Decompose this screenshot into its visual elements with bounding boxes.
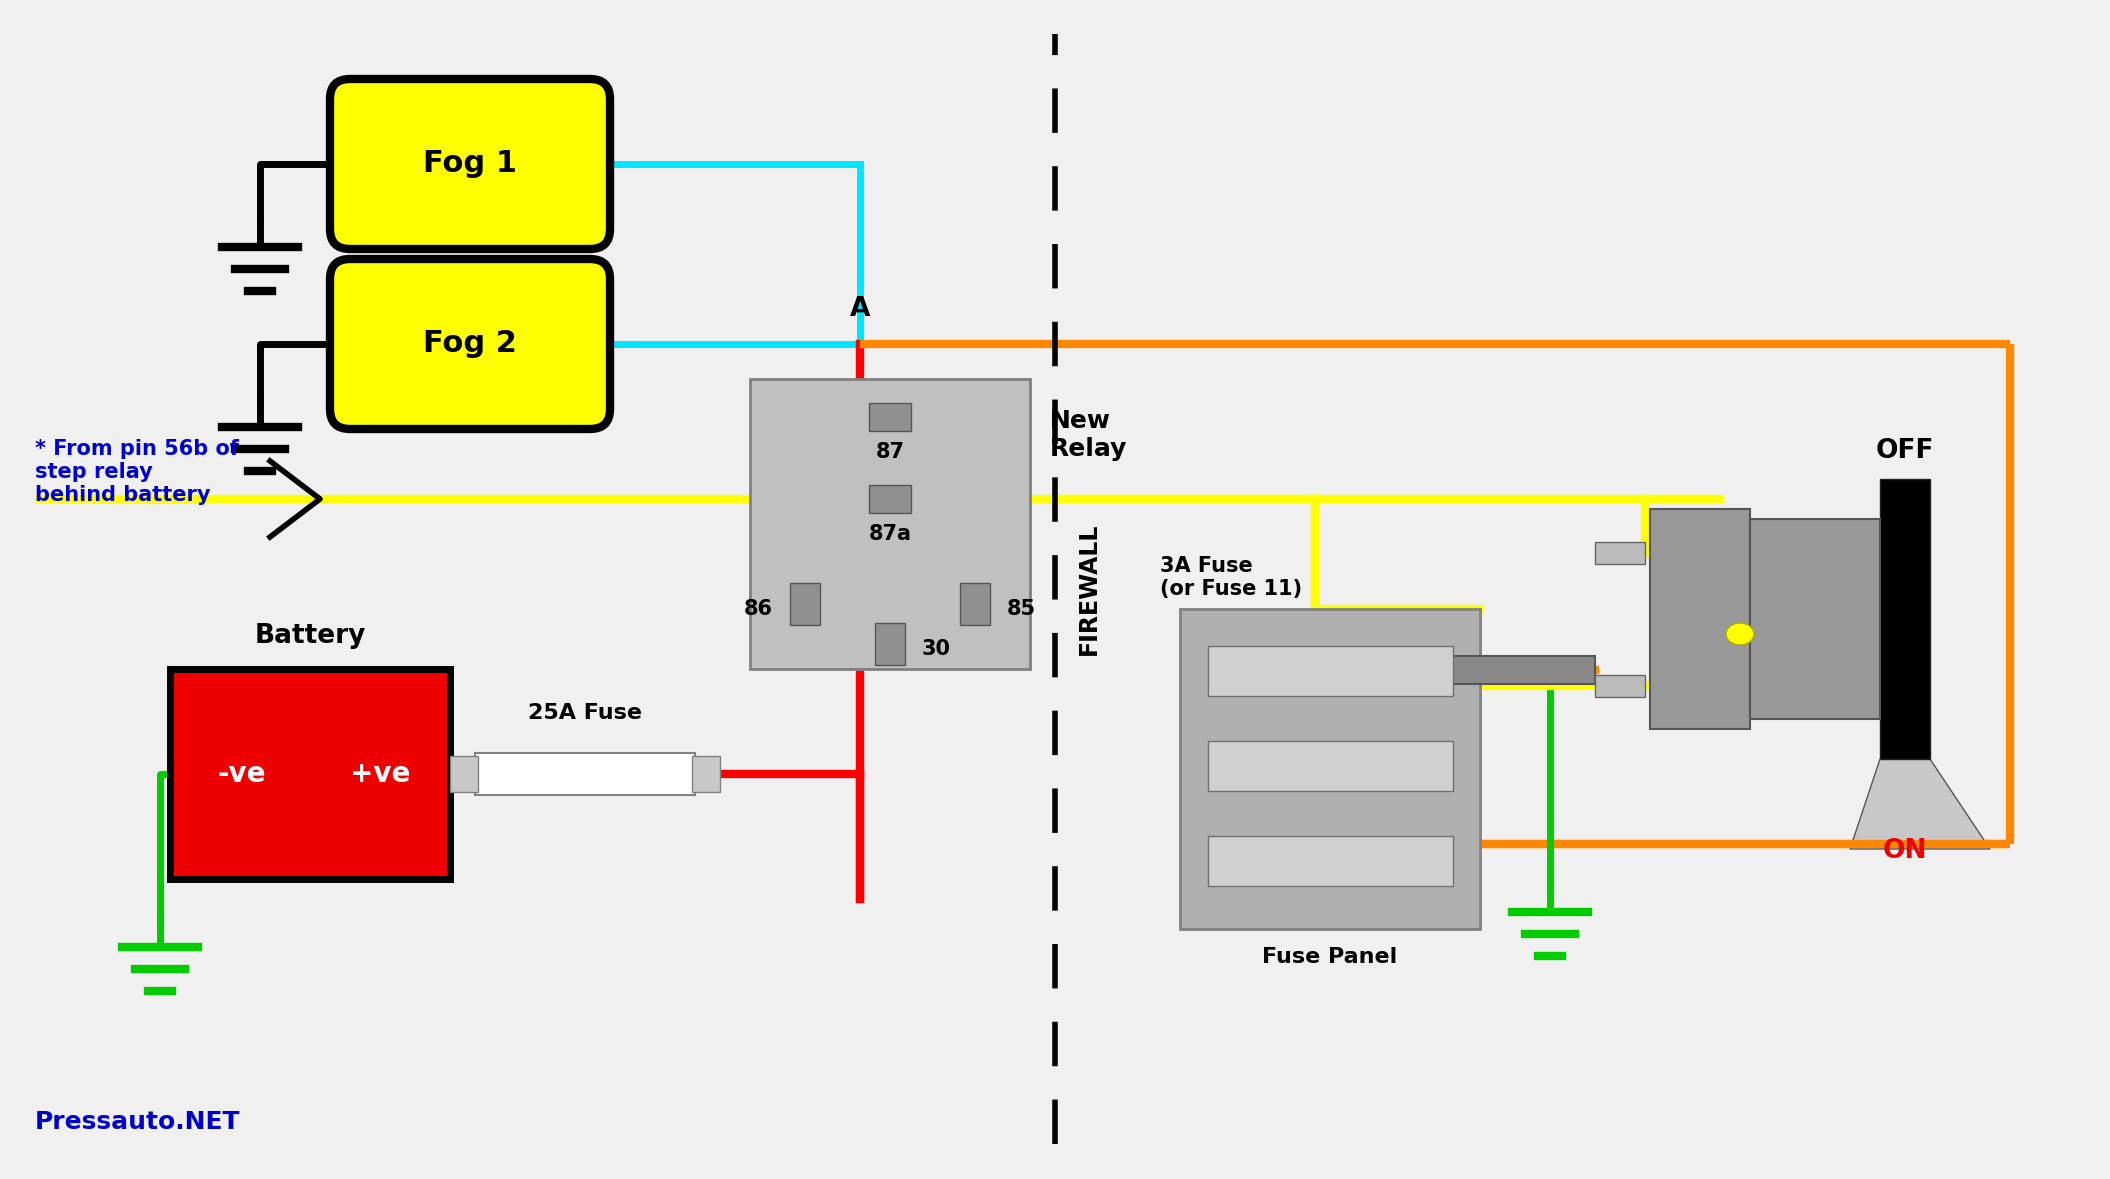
Bar xyxy=(692,756,720,792)
FancyBboxPatch shape xyxy=(329,79,610,249)
Text: Fog 2: Fog 2 xyxy=(424,329,517,358)
Bar xyxy=(1209,740,1454,791)
FancyBboxPatch shape xyxy=(329,259,610,429)
Text: Pressauto.NET: Pressauto.NET xyxy=(36,1109,241,1134)
Bar xyxy=(749,378,1030,668)
Text: 30: 30 xyxy=(922,639,952,659)
Bar xyxy=(1880,479,1931,759)
Text: 3A Fuse
(or Fuse 11): 3A Fuse (or Fuse 11) xyxy=(1160,555,1302,599)
Bar xyxy=(449,756,479,792)
Text: Fuse Panel: Fuse Panel xyxy=(1262,947,1397,967)
Bar xyxy=(876,623,905,665)
Text: ON: ON xyxy=(1882,838,1926,864)
Bar xyxy=(1749,519,1880,719)
Bar xyxy=(960,582,990,625)
Bar xyxy=(1650,509,1749,729)
Bar xyxy=(1350,656,1595,684)
Text: Battery: Battery xyxy=(255,623,365,648)
Polygon shape xyxy=(1850,759,1990,849)
Text: +ve: +ve xyxy=(350,760,409,788)
Text: 87a: 87a xyxy=(869,523,912,544)
Bar xyxy=(171,668,449,880)
Bar xyxy=(869,403,912,432)
Text: Fog 1: Fog 1 xyxy=(422,150,517,178)
Text: 86: 86 xyxy=(745,599,772,619)
Bar xyxy=(1209,836,1454,885)
Ellipse shape xyxy=(1726,623,1753,645)
Text: * From pin 56b of
step relay
behind battery: * From pin 56b of step relay behind batt… xyxy=(36,439,238,506)
Bar xyxy=(475,753,694,795)
Text: OFF: OFF xyxy=(1876,439,1935,465)
Bar xyxy=(1595,676,1646,697)
Text: 87: 87 xyxy=(876,442,905,462)
Bar xyxy=(789,582,821,625)
Text: FIREWALL: FIREWALL xyxy=(1076,522,1101,656)
Bar xyxy=(869,485,912,513)
Text: A: A xyxy=(850,296,869,322)
Text: New
Relay: New Relay xyxy=(1051,409,1127,461)
Bar xyxy=(1179,610,1479,929)
Bar xyxy=(1595,542,1646,564)
Text: 85: 85 xyxy=(1006,599,1036,619)
Text: -ve: -ve xyxy=(217,760,266,788)
Bar xyxy=(1209,646,1454,696)
Text: 25A Fuse: 25A Fuse xyxy=(528,703,641,723)
